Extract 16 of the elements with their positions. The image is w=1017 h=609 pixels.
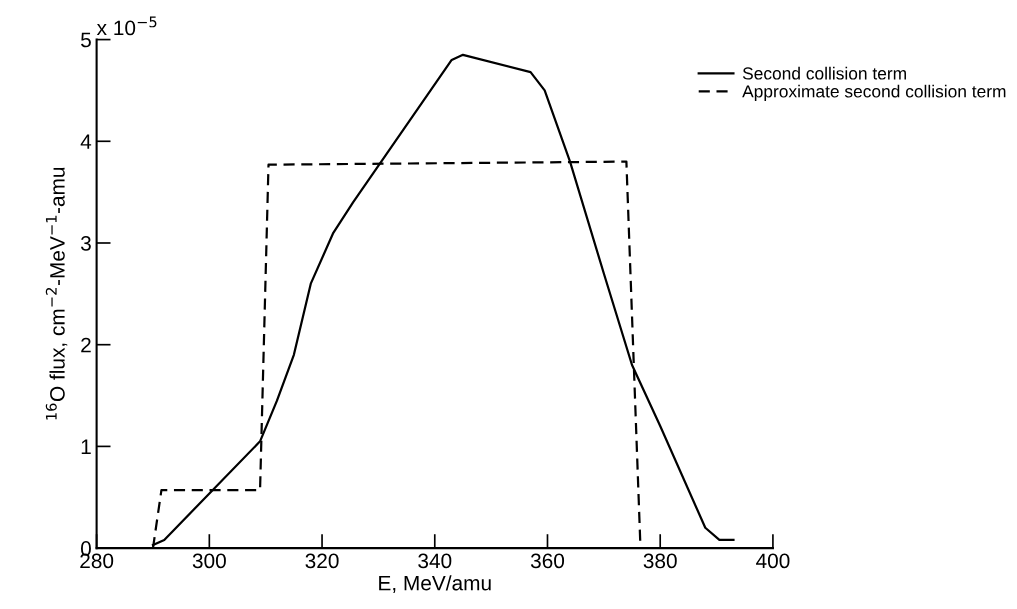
legend-label: Second collision term <box>742 66 906 80</box>
y-axis-title: $^{16}$O flux, cm$^{−2}$-MeV$^{−1}$-amu <box>45 167 68 420</box>
x-tick-label: 320 <box>305 553 339 569</box>
x-tick-label: 380 <box>643 553 677 569</box>
x-tick-label: 400 <box>756 553 790 569</box>
text: x 10$^{−5}$ <box>96 16 157 36</box>
y-tick-label: 5 <box>81 32 91 48</box>
y-tick-label: 2 <box>81 337 91 353</box>
x-axis-title: E, MeV/amu <box>379 575 491 593</box>
y-tick-label: 1 <box>81 439 91 454</box>
legend-label: Approximate second collision term <box>742 84 1006 101</box>
x-tick-label: 340 <box>418 553 452 569</box>
x-tick-label: 300 <box>192 553 226 569</box>
x-tick-label: 360 <box>530 553 565 569</box>
y-tick-label: 4 <box>80 134 92 149</box>
y-tick-label: 3 <box>80 235 91 251</box>
